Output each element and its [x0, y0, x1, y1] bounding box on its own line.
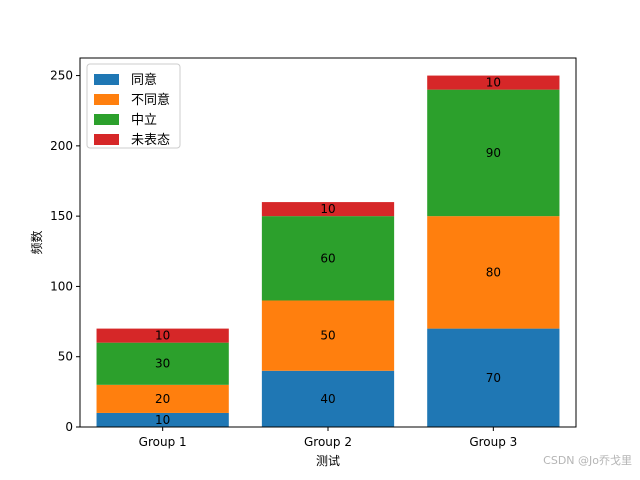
- y-tick-label: 50: [58, 350, 73, 364]
- y-tick-label: 250: [50, 69, 73, 83]
- x-axis: Group 1 Group 2 Group 3: [139, 427, 517, 449]
- bar-value-label: 10: [155, 413, 170, 427]
- legend-label: 中立: [131, 113, 157, 128]
- bar-4-group-2: [261, 202, 395, 217]
- legend-label: 未表态: [131, 133, 170, 148]
- bar-value-label: 10: [486, 76, 501, 90]
- x-tick-label: Group 2: [304, 435, 352, 449]
- y-axis-label: 频数: [29, 230, 44, 254]
- legend-label: 同意: [131, 72, 157, 88]
- bar-value-label: 30: [155, 357, 170, 371]
- bar-2-group-1: [96, 384, 229, 413]
- legend-swatch: [94, 94, 119, 105]
- bar-labels-layer: 10 20 30 10 40 50 60 10 70 80 90 10: [155, 76, 501, 427]
- bar-4-group-3: [427, 75, 560, 90]
- bar-value-label: 90: [486, 146, 501, 160]
- y-tick-label: 100: [50, 279, 73, 293]
- legend-label: 不同意: [131, 92, 170, 108]
- legend-swatch: [94, 114, 119, 125]
- bar-4-group-1: [96, 328, 229, 343]
- x-axis-label: 测试: [316, 453, 340, 468]
- y-tick-label: 0: [65, 420, 73, 434]
- bar-value-label: 10: [320, 202, 335, 216]
- y-tick-label: 200: [50, 139, 73, 153]
- bar-value-label: 60: [320, 251, 335, 265]
- bar-value-label: 20: [155, 392, 170, 406]
- legend-swatch: [94, 134, 119, 145]
- bars-layer: [96, 75, 560, 427]
- bar-3-group-2: [261, 216, 395, 301]
- bar-value-label: 50: [320, 329, 335, 343]
- bar-1-group-1: [96, 412, 229, 427]
- bar-value-label: 70: [486, 371, 501, 385]
- bar-value-label: 40: [320, 392, 335, 406]
- bar-2-group-3: [427, 216, 560, 329]
- watermark: CSDN @Jo乔戈里: [543, 454, 632, 467]
- y-axis: 0 50 100 150 200 250: [50, 69, 80, 434]
- bar-3-group-1: [96, 342, 229, 385]
- bar-value-label: 80: [486, 265, 501, 279]
- bar-2-group-2: [261, 300, 395, 371]
- x-tick-label: Group 1: [139, 435, 187, 449]
- y-tick-label: 150: [50, 209, 73, 223]
- bar-3-group-3: [427, 89, 560, 217]
- bar-value-label: 10: [155, 329, 170, 343]
- legend-swatch: [94, 74, 119, 85]
- bar-1-group-3: [427, 328, 560, 427]
- x-tick-label: Group 3: [469, 435, 517, 449]
- bar-1-group-2: [261, 370, 395, 427]
